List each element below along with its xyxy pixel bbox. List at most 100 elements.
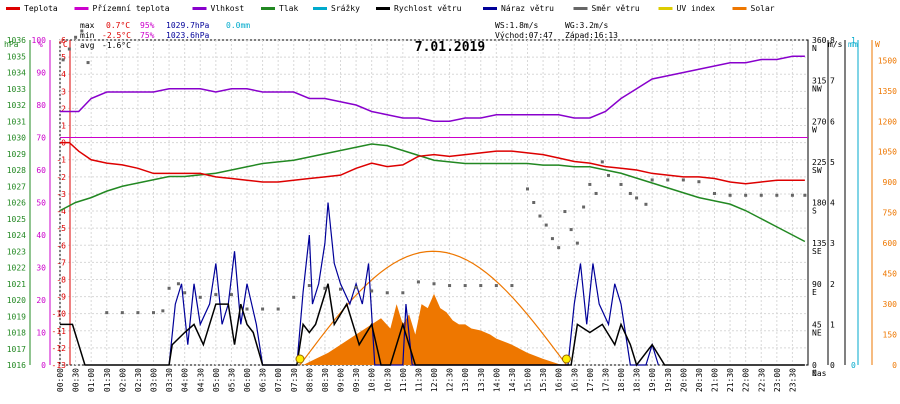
temp-tick: -2 <box>56 173 66 182</box>
x-tick-label: 00:00 <box>56 368 65 392</box>
direction-name: W <box>812 125 817 134</box>
legend-entry: Vlhkost <box>211 4 245 13</box>
temp-tick: -4 <box>56 207 66 216</box>
wind-direction-point <box>276 307 280 311</box>
sunrise: Východ:07:47 <box>495 31 553 40</box>
wind-direction-point <box>600 160 604 164</box>
wind-direction-point <box>105 311 109 315</box>
pressure-tick: 1031 <box>7 117 26 126</box>
legend-entry: Rychlost větru <box>394 4 462 13</box>
temp-tick: 3 <box>61 87 66 96</box>
pressure-tick: 1019 <box>7 312 26 321</box>
wind-gust-line <box>168 202 659 366</box>
temp-tick: -3 <box>56 190 66 199</box>
legend-swatch <box>573 7 588 10</box>
direction-tick: 45 <box>812 320 822 329</box>
humidity-tick: 70 <box>36 134 46 143</box>
legend-swatch <box>483 7 497 10</box>
x-axis: 00:00 00:30 01:00 01:30 02:00 02:30 03:00 03:30… <box>56 368 797 392</box>
humidity-tick: 80 <box>36 101 46 110</box>
wind-direction-point <box>803 193 807 197</box>
series-layer <box>59 29 808 367</box>
x-tick-label: 10:30 <box>383 368 392 392</box>
humidity-line <box>60 55 805 122</box>
pressure-tick: 1025 <box>7 215 26 224</box>
x-tick-label: 11:30 <box>414 368 423 392</box>
legend-swatch <box>74 7 89 10</box>
wind-direction-point <box>759 193 763 197</box>
pressure-tick: 1035 <box>7 52 26 61</box>
x-tick-label: 19:00 <box>648 368 657 392</box>
chart-title: 7.01.2019 <box>415 40 485 55</box>
wind-direction-point <box>354 285 358 289</box>
wind-direction-point <box>86 61 90 65</box>
rain-tick: 1 <box>851 36 856 45</box>
x-tick-label: 20:00 <box>679 368 688 392</box>
wind-direction-point <box>401 291 405 295</box>
max-pressure: 1029.7hPa <box>166 21 210 30</box>
x-tick-label: 07:00 <box>274 368 283 392</box>
temp-tick: -11 <box>52 327 67 336</box>
direction-name: E <box>812 288 817 297</box>
wind-tick: 4 <box>830 199 835 208</box>
wind-direction-point <box>510 284 514 288</box>
wind-direction-point <box>697 180 701 184</box>
sun-marker <box>295 354 305 364</box>
wind-direction-point <box>152 311 155 315</box>
temp-tick: -13 <box>52 361 67 370</box>
wind-direction-point <box>666 178 670 182</box>
x-tick-label: 12:30 <box>446 368 455 392</box>
wind-direction-point <box>494 284 498 288</box>
wind-direction-point <box>644 202 648 206</box>
pressure-tick: 1022 <box>7 264 26 273</box>
wind-direction-point <box>339 287 342 291</box>
wind-direction-point <box>167 286 171 290</box>
x-tick-label: 18:00 <box>617 368 626 392</box>
legend-swatch <box>376 7 390 10</box>
direction-tick: 180 <box>812 199 827 208</box>
pressure-tick: 1033 <box>7 85 26 94</box>
pressure-tick: 1021 <box>7 280 26 289</box>
x-tick-label: 15:30 <box>539 368 548 392</box>
wind-direction-point <box>594 191 598 195</box>
max-temp: 0.7°C <box>106 21 130 30</box>
wind-direction-point <box>307 284 311 288</box>
x-tick-label: 14:30 <box>508 368 517 392</box>
pressure-tick: 1018 <box>7 329 26 338</box>
wind-direction-point <box>650 178 654 182</box>
pressure-tick: 1026 <box>7 199 26 208</box>
legend-entry: Teplota <box>24 4 58 13</box>
x-tick-label: 12:00 <box>430 368 439 392</box>
temp-tick: 1 <box>61 122 66 131</box>
x-tick-label: 23:00 <box>773 368 782 392</box>
x-tick-label: 21:00 <box>711 368 720 392</box>
wind-direction-point <box>432 282 436 286</box>
wind-direction-point <box>323 286 327 290</box>
x-tick-label: 05:30 <box>227 368 236 392</box>
pressure-tick: 1028 <box>7 166 26 175</box>
temp-tick: -8 <box>56 275 66 284</box>
pressure-tick: 1024 <box>7 231 26 240</box>
wind-direction-point <box>198 295 202 299</box>
legend-entry: Směr větru <box>592 4 640 13</box>
legend-swatch <box>732 7 747 10</box>
wind-direction-point <box>635 196 639 200</box>
wind-tick: 1 <box>830 320 835 329</box>
legend-swatch <box>658 7 673 10</box>
wind-direction-point <box>176 282 180 286</box>
temp-tick: -7 <box>56 258 66 267</box>
wind-direction-point <box>619 182 623 186</box>
wind-direction-point <box>550 237 554 241</box>
solar-tick: 900 <box>883 178 898 187</box>
min-pressure: 1023.6hPa <box>166 31 210 40</box>
wind-direction-point <box>526 187 529 191</box>
pressure-tick: 1023 <box>7 247 26 256</box>
x-tick-label: 06:00 <box>243 368 252 392</box>
legend-entry: Solar <box>751 4 775 13</box>
humidity-unit: % <box>38 40 43 49</box>
humidity-tick: 20 <box>36 296 46 305</box>
pressure-tick: 1017 <box>7 345 26 354</box>
humidity-tick: 50 <box>36 199 46 208</box>
solar-unit: W <box>875 40 880 49</box>
